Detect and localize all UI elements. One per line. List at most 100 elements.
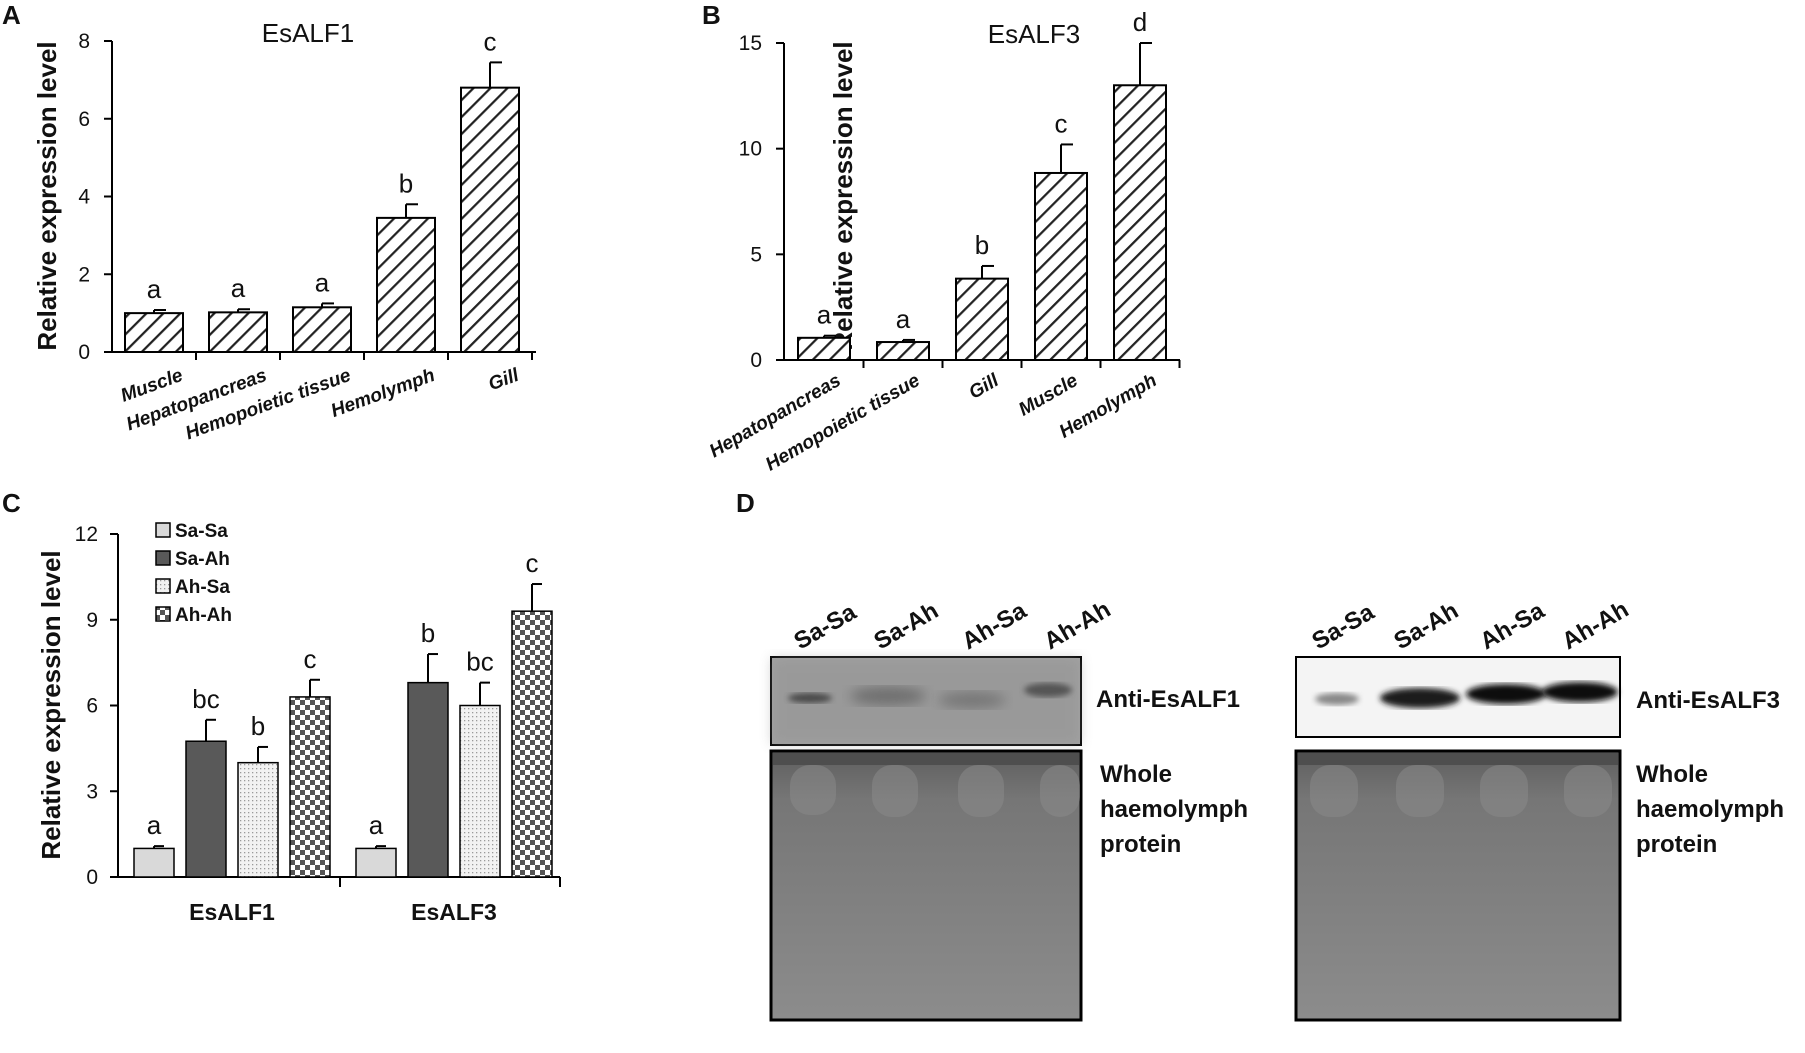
chart-a-ytick-label: 8 <box>78 30 90 53</box>
blot-left-lane-4: Ah-Ah <box>1040 596 1116 655</box>
blot-right-protein-label-2: haemolymph <box>1636 796 1784 823</box>
chart-a: EsALF1 Relative expression level 02468aM… <box>32 18 536 444</box>
chart-b-category-label: Muscle <box>1015 370 1082 421</box>
chart-b-ytick-label: 0 <box>750 349 762 372</box>
blot-right-band-4 <box>1542 682 1618 702</box>
chart-a-title: EsALF1 <box>262 18 355 48</box>
chart-a-category-label: Gill <box>486 365 523 395</box>
chart-b-ylabel: Relative expression level <box>828 41 858 350</box>
chart-c-ytick-label: 12 <box>75 523 98 546</box>
blot-left-band-2 <box>850 687 926 705</box>
chart-b-bar <box>1034 171 1088 361</box>
blot-right-band-2 <box>1380 688 1460 708</box>
panel-letter-d: D <box>736 488 755 518</box>
blot-right-protein-label-3: protein <box>1636 831 1717 858</box>
chart-a-bar <box>208 311 268 354</box>
chart-c-significance: c <box>526 548 539 578</box>
blot-left-lane-3: Ah-Sa <box>958 597 1032 655</box>
chart-b-significance: a <box>896 304 911 334</box>
chart-b-significance: c <box>1055 108 1068 138</box>
chart-a-significance: b <box>399 168 413 198</box>
blot-left-protein-label-3: protein <box>1100 831 1181 858</box>
blot-left-lane-2: Sa-Ah <box>870 597 944 655</box>
chart-b-significance: d <box>1133 7 1147 37</box>
blot-right-band-1 <box>1315 693 1359 705</box>
chart-c-significance: b <box>421 618 435 648</box>
chart-a-ytick-label: 0 <box>78 341 90 364</box>
chart-b-ytick-label: 5 <box>750 243 762 266</box>
blot-right-lane-4: Ah-Ah <box>1558 596 1634 655</box>
chart-b-bar <box>1113 84 1167 362</box>
chart-c-bar <box>185 740 227 878</box>
chart-c-bar <box>133 847 175 878</box>
chart-b-category-label: Gill <box>965 370 1003 404</box>
chart-a-ytick-label: 2 <box>78 263 90 286</box>
chart-a-ytick-label: 4 <box>78 186 90 209</box>
chart-c-ylabel: Relative expression level <box>36 550 66 859</box>
chart-b-bar <box>876 341 930 361</box>
chart-a-ytick-label: 6 <box>78 108 90 131</box>
chart-c-significance: bc <box>466 647 493 677</box>
chart-c: Relative expression level 036912abcbcEsA… <box>36 521 561 925</box>
blot-right-antibody-label: Anti-EsALF3 <box>1636 687 1780 714</box>
blot-right: Sa-Sa Sa-Ah Ah-Sa Ah-Ah Anti-EsALF3 Whol… <box>1294 596 1784 1022</box>
chart-c-bar <box>289 696 331 878</box>
chart-c-ytick-label: 3 <box>86 780 98 803</box>
chart-b-significance: a <box>817 300 832 330</box>
chart-b-bar <box>797 336 851 361</box>
blot-right-band-3 <box>1466 684 1546 704</box>
blot-left-band-4 <box>1024 683 1072 697</box>
chart-a-ylabel: Relative expression level <box>32 41 62 350</box>
blot-left-lane-1: Sa-Sa <box>790 598 862 655</box>
chart-a-bar <box>124 312 184 353</box>
chart-c-significance: c <box>304 644 317 674</box>
chart-c-legend-swatch <box>155 606 171 622</box>
blot-left-band-3 <box>938 692 1006 708</box>
chart-c-bar <box>237 761 279 878</box>
blot-left-protein-label-2: haemolymph <box>1100 796 1248 823</box>
chart-b: EsALF3 Relative expression level 0 5 10 15 a… <box>706 7 1181 475</box>
chart-c-significance: b <box>251 711 265 741</box>
chart-c-significance: a <box>147 810 162 840</box>
blot-left-gel-lanes <box>790 765 1080 817</box>
blot-right-protein-label-1: Whole <box>1636 761 1708 788</box>
blot-right-lane-2: Sa-Ah <box>1390 597 1464 655</box>
chart-c-legend-swatch <box>155 550 171 566</box>
chart-c-legend-label: Ah-Ah <box>175 605 232 626</box>
chart-c-ytick-label: 9 <box>86 609 98 632</box>
chart-c-category-label: EsALF3 <box>411 899 497 925</box>
panel-letter-c: C <box>2 488 21 518</box>
chart-c-legend-label: Sa-Ah <box>175 549 230 570</box>
blot-left: Sa-Sa Sa-Ah Ah-Sa Ah-Ah Anti-EsALF1 Whol… <box>769 596 1248 1022</box>
chart-b-bar <box>955 277 1009 361</box>
panel-letter-b: B <box>702 0 721 30</box>
chart-c-bar <box>407 681 449 878</box>
chart-a-significance: a <box>315 267 330 297</box>
chart-a-significance: a <box>147 274 162 304</box>
blot-left-protein-label-1: Whole <box>1100 761 1172 788</box>
chart-b-category-label: Hepatopancreas <box>706 370 845 462</box>
chart-c-category-label: EsALF1 <box>189 899 275 925</box>
blot-right-gel-lanes <box>1310 765 1612 817</box>
chart-b-ytick-label: 15 <box>739 32 762 55</box>
blot-right-lane-1: Sa-Sa <box>1308 598 1380 655</box>
chart-c-ytick-label: 0 <box>86 866 98 889</box>
chart-c-legend: Sa-Sa Sa-Ah Ah-Sa Ah-Ah <box>155 521 232 626</box>
chart-a-bar <box>292 306 352 354</box>
chart-b-significance: b <box>975 230 989 260</box>
blot-right-lane-labels: Sa-Sa Sa-Ah Ah-Sa Ah-Ah <box>1308 596 1634 655</box>
chart-b-title: EsALF3 <box>988 19 1081 49</box>
blot-left-lane-labels: Sa-Sa Sa-Ah Ah-Sa Ah-Ah <box>790 596 1116 655</box>
chart-c-legend-label: Sa-Sa <box>175 521 228 542</box>
chart-a-significance: a <box>231 273 246 303</box>
chart-c-legend-swatch <box>155 578 171 594</box>
blot-right-lane-3: Ah-Sa <box>1476 597 1550 655</box>
chart-c-ytick-label: 6 <box>86 695 98 718</box>
blot-left-antibody-label: Anti-EsALF1 <box>1096 686 1240 713</box>
panel-letter-a: A <box>2 0 21 30</box>
chart-c-bar <box>511 610 553 878</box>
chart-c-legend-swatch <box>155 522 171 538</box>
chart-a-bar <box>460 86 520 354</box>
blot-left-band-1 <box>788 693 832 703</box>
